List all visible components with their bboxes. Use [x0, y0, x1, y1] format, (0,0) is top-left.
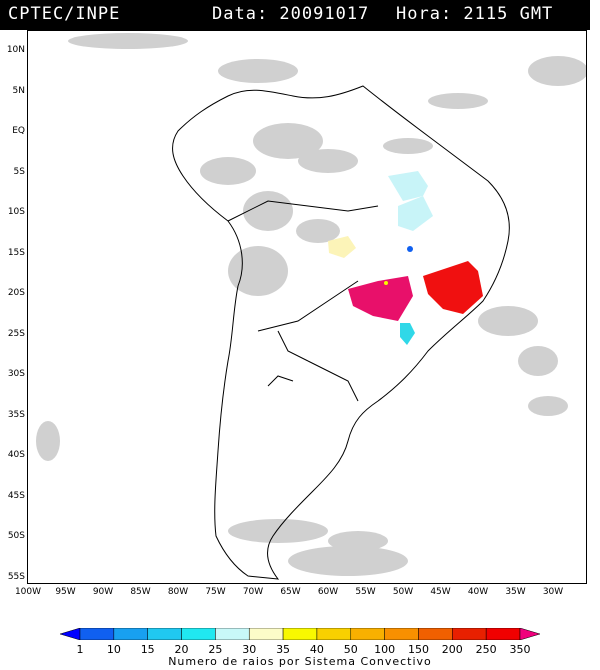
blue-spot	[407, 246, 413, 252]
colorbar-tick-label: 150	[407, 643, 429, 656]
lat-label: 20S	[7, 288, 25, 298]
source-label: CPTEC/INPE	[8, 4, 121, 24]
colorbar-swatch	[418, 628, 453, 640]
cloud-cover-layer	[36, 33, 586, 576]
colorbar-tick-label: 1	[76, 643, 84, 656]
colorbar-swatch	[248, 628, 284, 640]
lon-label: 35W	[505, 587, 526, 597]
colorbar-tick-label: 25	[208, 643, 223, 656]
lon-label: 75W	[205, 587, 226, 597]
cyan-area-santa-catarina	[400, 323, 415, 345]
lat-label: 35S	[7, 409, 25, 420]
colorbar-swatch	[113, 628, 148, 640]
lon-label: 60W	[317, 587, 339, 597]
colorbar-swatch	[282, 628, 318, 640]
yellow-area-mato-grosso	[328, 236, 356, 258]
colorbar-tick-label: 200	[441, 643, 463, 656]
lon-label: 70W	[242, 587, 264, 597]
colorbar	[60, 628, 540, 640]
lon-label: 85W	[130, 587, 151, 597]
colorbar-swatch	[452, 628, 487, 640]
yellow-spot	[384, 281, 388, 285]
colorbar-tick-label: 35	[276, 643, 291, 656]
map-panel	[27, 30, 587, 584]
colorbar-tick-label: 10	[106, 643, 121, 656]
lon-label: 45W	[430, 587, 451, 597]
lat-label: 45S	[7, 490, 25, 501]
colorbar-swatch	[181, 628, 216, 640]
colorbar-tick-label: 50	[343, 643, 358, 656]
lon-label: 40W	[467, 587, 489, 597]
colorbar-swatch	[384, 628, 419, 640]
lon-label: 50W	[392, 587, 414, 597]
lon-label: 30W	[542, 587, 564, 597]
colorbar-swatch	[215, 628, 250, 640]
colorbar-swatch	[147, 628, 182, 640]
colorbar-tick-label: 40	[309, 643, 324, 656]
lat-label: 5S	[13, 166, 25, 177]
lat-label: EQ	[12, 126, 25, 136]
lat-label: 40S	[7, 450, 25, 460]
colorbar-title: Numero de raios por Sistema Convectivo	[168, 655, 432, 668]
lon-label: 100W	[14, 587, 42, 597]
colorbar-tick-label: 100	[374, 643, 396, 656]
lon-label: 90W	[92, 587, 114, 597]
lon-label: 95W	[55, 587, 76, 597]
lon-label: 80W	[167, 587, 189, 597]
cyan-area-east-brazil-2	[398, 196, 433, 231]
colorbar-tick-label: 15	[140, 643, 155, 656]
colorbar-swatch	[79, 628, 115, 640]
lightning-layer	[328, 171, 483, 345]
lat-label: 50S	[7, 531, 25, 541]
lat-label: 55S	[7, 571, 25, 582]
colorbar-tick-label: 250	[475, 643, 497, 656]
time-label: Hora: 2115 GMT	[396, 4, 554, 24]
lat-label: 10N	[6, 45, 25, 55]
lon-label: 55W	[355, 587, 376, 597]
cyan-area-east-brazil	[388, 171, 428, 201]
magenta-area-parana	[348, 276, 413, 321]
colorbar-swatch	[485, 628, 521, 640]
colorbar-tick-label: 350	[509, 643, 531, 656]
colorbar-swatch	[350, 628, 385, 640]
lon-label: 65W	[280, 587, 301, 597]
lat-label: 30S	[7, 369, 25, 379]
date-label: Data: 20091017	[212, 4, 370, 24]
red-area-minas	[423, 261, 483, 314]
colorbar-tick-label: 30	[242, 643, 257, 656]
south-america-map	[36, 33, 586, 580]
colorbar-swatch	[60, 628, 81, 640]
colorbar-swatch	[316, 628, 352, 640]
lat-label: 25S	[7, 328, 25, 339]
lat-label: 10S	[7, 207, 25, 217]
colorbar-tick-label: 20	[174, 643, 189, 656]
lat-label: 15S	[7, 247, 25, 258]
lat-label: 5N	[12, 85, 25, 96]
colorbar-swatch	[519, 628, 540, 640]
map-header: CPTEC/INPE Data: 20091017 Hora: 2115 GMT	[0, 0, 590, 30]
coastline-layer	[172, 85, 510, 580]
